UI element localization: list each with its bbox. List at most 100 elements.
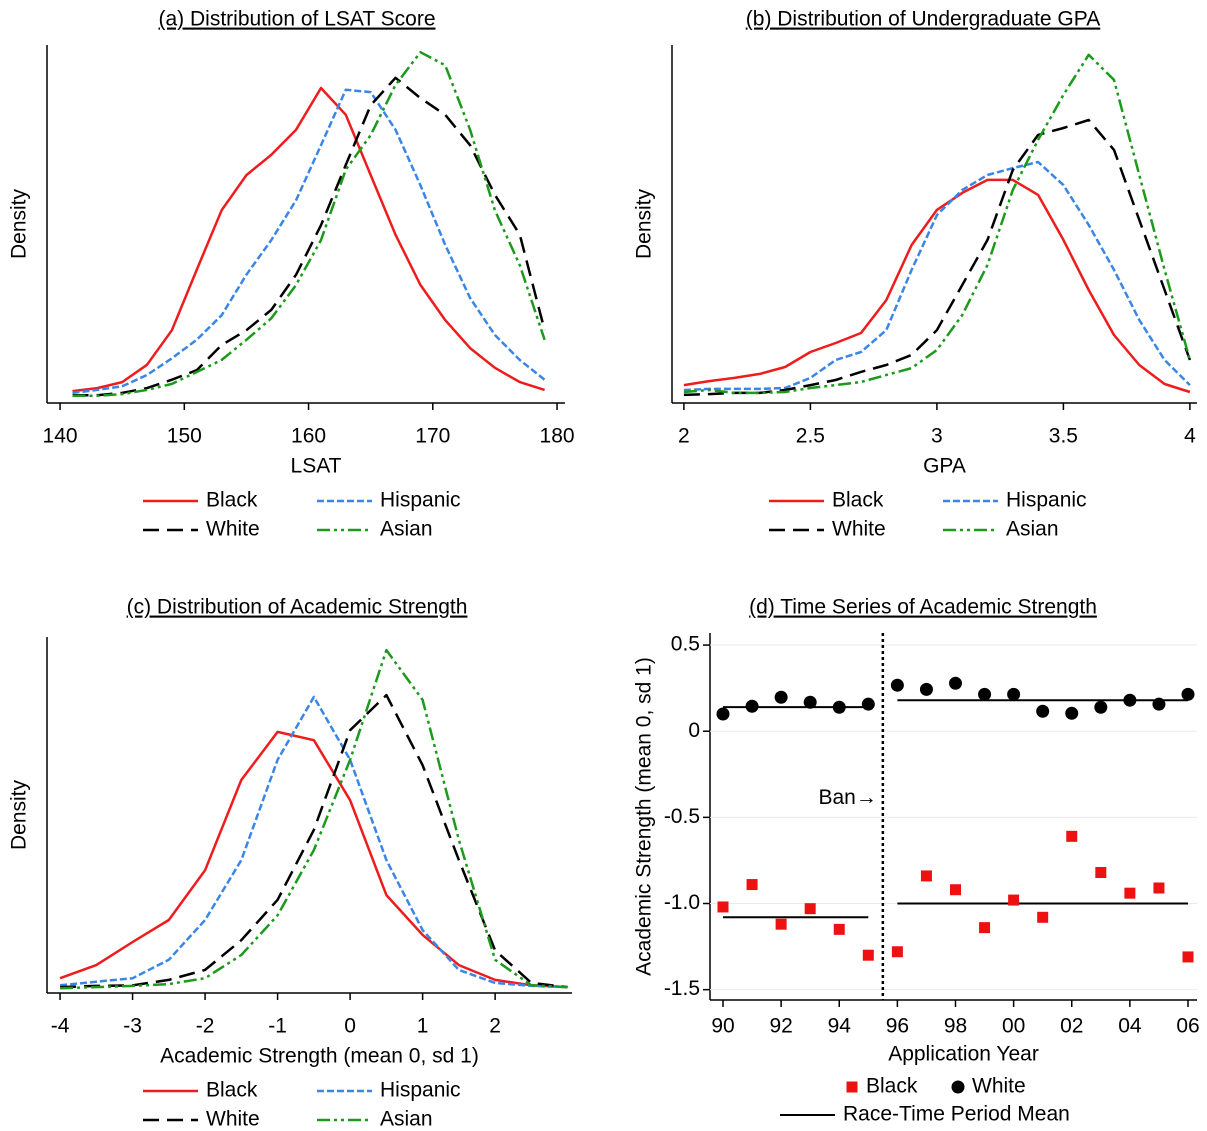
chart-title: (a) Distribution of LSAT Score [159,8,436,31]
point [804,903,816,915]
point [862,949,874,961]
density-line [60,693,568,989]
legend-label: Black [832,489,884,512]
point [890,678,904,692]
point [745,699,759,713]
legend-label: Black [206,489,258,512]
y-tick-label: -1.0 [664,891,700,914]
point [1181,687,1195,701]
point [891,946,903,958]
x-tick-label: 04 [1118,1015,1142,1038]
x-tick-label: 2 [678,425,690,448]
x-tick-label: -4 [51,1015,70,1038]
y-tick-label: -1.5 [664,977,700,1000]
y-axis-label: Academic Strength (mean 0, sd 1) [633,657,656,976]
x-tick-label: 06 [1176,1015,1199,1038]
legend-label: Asian [380,1108,433,1131]
x-tick-label: 98 [944,1015,967,1038]
x-tick-label: 02 [1060,1015,1083,1038]
x-tick-label: 94 [828,1015,852,1038]
legend-label: Hispanic [380,489,461,512]
point [832,700,846,714]
legend-label: White [206,518,260,541]
point [1066,830,1078,842]
point [1152,697,1166,711]
point [1094,700,1108,714]
point [746,879,758,891]
density-line [60,648,568,990]
density-line [72,86,545,393]
point [1124,887,1136,899]
point [833,923,845,935]
legend-swatch [846,1081,858,1093]
x-tick-label: 2 [489,1015,501,1038]
x-tick-label: 160 [291,425,326,448]
point [1036,704,1050,718]
density-line [683,160,1191,392]
legend-label: Hispanic [380,1079,461,1102]
point [803,695,817,709]
point [717,901,729,913]
annotation: Ban→ [818,786,876,809]
x-tick-label: 170 [415,425,450,448]
point [919,682,933,696]
x-tick-label: 150 [167,425,202,448]
x-tick-label: 3 [931,425,943,448]
legend-label: Black [866,1075,918,1098]
legend-label: Asian [380,518,433,541]
x-axis-label: GPA [923,455,966,478]
x-tick-label: 96 [886,1015,909,1038]
x-tick-label: 4 [1184,425,1196,448]
point [1182,951,1194,963]
density-line [683,118,1192,397]
x-tick-label: -1 [268,1015,287,1038]
x-tick-label: -3 [123,1015,142,1038]
legend-label: White [832,518,886,541]
legend-swatch [951,1080,965,1094]
x-axis-label: Academic Strength (mean 0, sd 1) [160,1045,479,1068]
x-tick-label: 0 [344,1015,356,1038]
x-axis-label: LSAT [291,455,342,478]
chart-title: (b) Distribution of Undergraduate GPA [746,8,1100,31]
y-tick-label: 0 [688,719,700,742]
point [950,884,961,896]
point [949,676,962,690]
x-tick-label: 92 [769,1015,792,1038]
point [1065,706,1079,720]
x-tick-label: -2 [196,1015,215,1038]
point [775,918,787,930]
density-line [59,695,568,989]
x-tick-label: 2.5 [796,425,825,448]
x-tick-label: 3.5 [1049,425,1078,448]
point [1123,693,1137,707]
x-tick-label: 1 [417,1015,429,1038]
point [716,707,730,721]
x-tick-label: 00 [1002,1015,1025,1038]
y-tick-label: -0.5 [664,805,700,828]
legend-label: Asian [1006,518,1059,541]
point [1153,882,1165,894]
density-line [72,76,546,397]
chart-title: (c) Distribution of Academic Strength [127,596,468,619]
legend-label: White [972,1075,1026,1098]
y-axis-label: Density [8,779,31,850]
point [1095,866,1107,878]
x-tick-label: 180 [540,425,575,448]
x-tick-label: 90 [711,1015,734,1038]
y-axis-label: Density [633,188,656,259]
legend-label: White [206,1108,260,1131]
chart-title: (d) Time Series of Academic Strength [749,596,1097,619]
point [774,690,788,704]
density-line [72,88,546,395]
point [920,870,932,882]
legend-label: Black [206,1079,258,1102]
point [1037,911,1049,923]
point [861,697,875,711]
density-line [683,53,1192,395]
legend-label: Hispanic [1006,489,1087,512]
density-line [72,50,546,398]
legend-label: Race-Time Period Mean [843,1103,1070,1126]
point [1008,894,1020,906]
